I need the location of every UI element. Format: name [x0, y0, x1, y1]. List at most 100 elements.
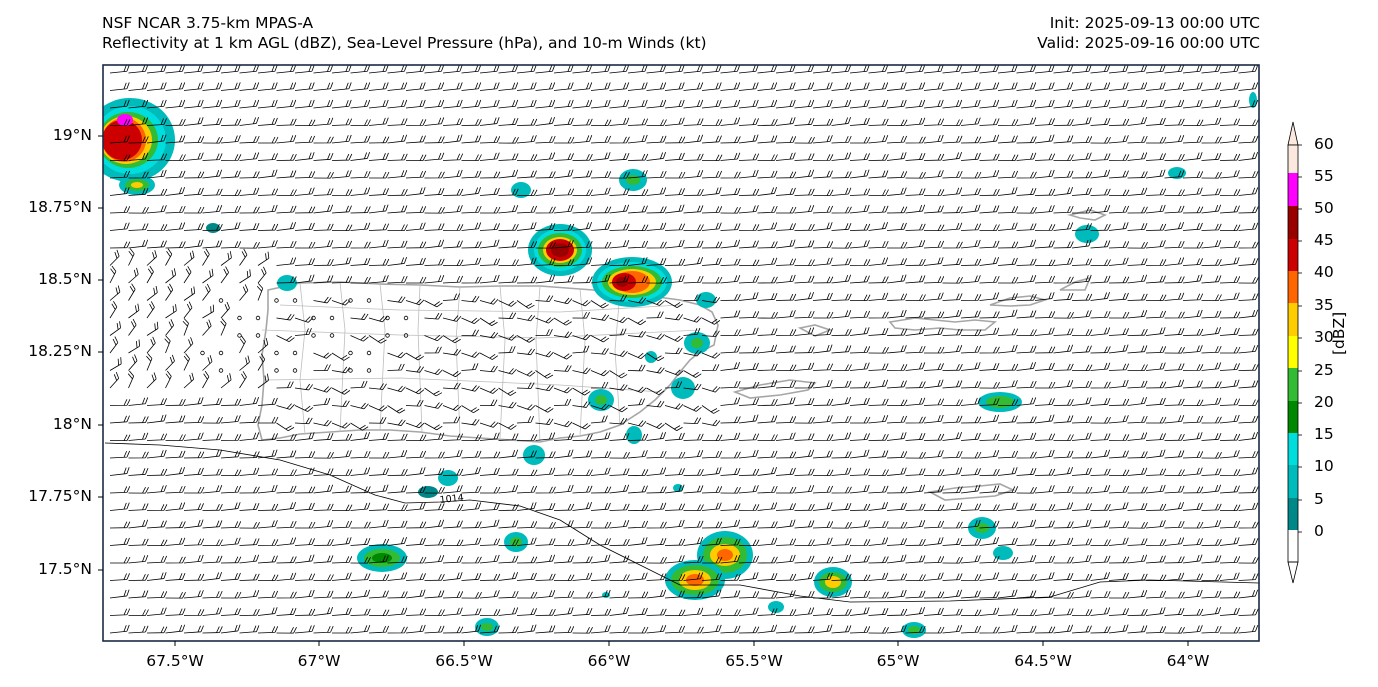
calm-marker: [200, 350, 205, 356]
wind-barb: [479, 399, 498, 407]
wind-barb: [498, 82, 519, 91]
wind-barb: [831, 364, 852, 371]
wind-barb: [923, 607, 944, 616]
wind-barb: [350, 624, 371, 634]
wind-barb: [794, 117, 815, 126]
wind-barb: [942, 624, 963, 634]
wind-barb: [109, 589, 130, 599]
wind-barb: [1182, 222, 1203, 231]
wind-barb: [368, 275, 389, 284]
wind-barb: [516, 404, 536, 411]
colorbar-bin-0-5: [1288, 498, 1298, 530]
wind-barb: [683, 572, 704, 581]
wind-barb: [165, 608, 186, 616]
wind-barb: [498, 520, 519, 529]
wind-barb: [387, 169, 408, 179]
wind-barb: [831, 82, 852, 91]
wind-barb: [183, 136, 205, 144]
wind-barb: [812, 99, 833, 109]
wind-barb: [979, 153, 1000, 161]
municipal-borders: [261, 281, 701, 443]
wind-barb: [1034, 572, 1055, 581]
lon-label-65-5: 65.5°W: [725, 652, 783, 670]
wind-barb: [1053, 257, 1074, 266]
wind-barb: [831, 380, 852, 389]
wind-barb: [350, 65, 371, 74]
wind-barb: [794, 136, 815, 144]
wind-barb: [1034, 520, 1055, 529]
wind-barb: [387, 626, 408, 634]
wind-barb: [183, 573, 205, 581]
wind-barb: [257, 539, 279, 546]
wind-barb: [794, 397, 815, 406]
wind-barb: [1201, 432, 1222, 441]
wind-barb: [1127, 625, 1148, 634]
wind-barb: [701, 405, 720, 414]
wind-barb: [165, 118, 186, 126]
wind-barb: [350, 82, 371, 91]
wind-barb: [646, 299, 665, 306]
wind-barb: [979, 327, 1000, 336]
wind-barb: [387, 572, 408, 581]
wind-barb: [1016, 625, 1037, 634]
wind-barb: [609, 223, 630, 231]
wind-barb: [1238, 589, 1259, 599]
wind-barb: [368, 503, 390, 511]
wind-barb: [1201, 416, 1222, 424]
wind-barb: [424, 65, 445, 74]
wind-barb: [905, 239, 926, 249]
wind-barb: [701, 257, 722, 266]
wind-barb: [572, 433, 593, 441]
wind-barb: [701, 608, 723, 616]
wind-barb: [1034, 82, 1055, 91]
wind-barbs: [109, 65, 1259, 634]
wind-barb: [553, 449, 574, 459]
wind-barb: [1145, 259, 1167, 266]
wind-barb: [442, 259, 464, 267]
wind-barb: [239, 573, 260, 581]
wind-barb: [1016, 380, 1037, 389]
wind-barb: [257, 484, 278, 494]
wind-barb: [646, 135, 667, 144]
wind-barb: [405, 589, 426, 599]
wind-barb: [498, 259, 519, 266]
wind-barb: [387, 405, 406, 414]
wind-barb: [165, 434, 186, 441]
wind-barb: [1164, 170, 1185, 179]
wind-barb: [424, 422, 443, 431]
wind-barb: [165, 154, 186, 161]
wind-barb: [313, 432, 334, 441]
wind-barb: [535, 135, 556, 144]
wind-barb: [738, 134, 759, 144]
wind-barb: [664, 625, 686, 634]
wind-barb: [1108, 379, 1129, 389]
wind-barb: [979, 555, 1000, 564]
wind-barb: [849, 520, 870, 529]
wind-barb: [831, 486, 852, 494]
wind-barb: [1201, 239, 1222, 249]
wind-barb: [664, 117, 685, 126]
wind-barb: [202, 153, 223, 161]
wind-barb: [775, 171, 797, 179]
wind-barb: [183, 171, 205, 179]
wind-barb: [1238, 556, 1259, 564]
wind-barb: [609, 370, 628, 379]
wind-barb: [849, 294, 871, 302]
wind-barb: [1108, 65, 1129, 74]
wind-barb: [831, 415, 852, 424]
wind-barb: [368, 405, 388, 412]
wind-barb: [868, 327, 889, 336]
wind-barb: [812, 556, 834, 564]
wind-barb: [276, 403, 295, 410]
wind-barb: [368, 468, 389, 476]
calm-marker: [329, 333, 335, 338]
wind-barb: [368, 484, 389, 494]
wind-barb: [350, 222, 371, 231]
wind-barb: [1219, 311, 1241, 319]
wind-barb: [609, 484, 630, 494]
wind-barb: [368, 590, 389, 599]
wind-barb: [831, 451, 852, 459]
wind-barb: [350, 119, 371, 126]
wind-barb: [461, 434, 482, 441]
wind-barb: [183, 250, 195, 266]
